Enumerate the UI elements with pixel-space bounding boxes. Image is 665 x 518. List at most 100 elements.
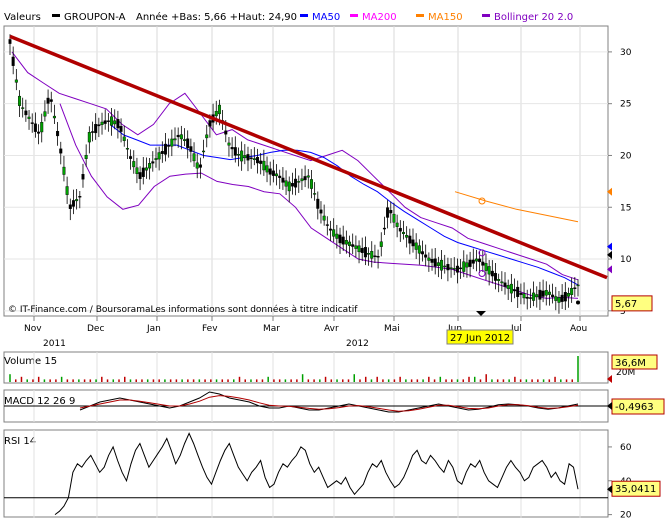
- macd-arrow: [607, 402, 612, 410]
- candle-body: [46, 97, 50, 104]
- candle-body: [208, 120, 212, 127]
- candle-body: [351, 244, 355, 247]
- bollinger-upper-line: [11, 51, 579, 281]
- candle-body: [284, 180, 288, 187]
- candle-body: [481, 261, 485, 266]
- candle-body: [8, 39, 12, 44]
- candle-body: [125, 148, 129, 150]
- range-text: Année +Bas: 5,66 +Haut: 24,90: [136, 11, 297, 23]
- volume-arrow: [607, 375, 612, 383]
- candle-body: [71, 200, 75, 207]
- ma150-marker: [478, 197, 486, 205]
- candle-body: [319, 209, 323, 214]
- candle-body: [313, 193, 317, 195]
- candle-body: [18, 95, 22, 106]
- candle-body: [94, 124, 98, 134]
- candle-body: [122, 136, 126, 141]
- volume-tick: 20M: [616, 368, 635, 378]
- candle-body: [262, 160, 266, 171]
- candle-body: [33, 123, 37, 132]
- rsi-tick-label-2: 60: [620, 443, 632, 453]
- candle-body: [401, 231, 405, 235]
- candle-body: [30, 122, 34, 124]
- candle-body: [363, 246, 367, 258]
- candle-body: [513, 289, 517, 292]
- candle-body: [411, 239, 415, 247]
- legend-swatch-3: [482, 14, 490, 17]
- candle-body: [129, 156, 133, 159]
- price-tick-label-3: 20: [620, 151, 632, 161]
- candle-body: [265, 165, 269, 173]
- candle-body: [563, 292, 567, 302]
- candle-body: [525, 296, 529, 299]
- candle-body: [554, 296, 558, 301]
- bollinger-marker-lower: [478, 270, 486, 278]
- candle-body: [179, 134, 183, 140]
- legend-swatch-1: [350, 14, 358, 17]
- candle-body: [452, 268, 456, 270]
- rsi-arrow: [607, 485, 612, 494]
- legend-label-0: MA50: [312, 12, 340, 23]
- candle-body: [103, 120, 107, 124]
- candle-body: [436, 262, 440, 266]
- candle-body: [449, 267, 453, 269]
- candle-body: [40, 122, 44, 133]
- candle-body: [144, 167, 148, 171]
- trendline: [9, 34, 608, 280]
- candle-body: [49, 99, 53, 102]
- volume-title: Volume 15: [4, 356, 57, 367]
- candle-body: [268, 168, 272, 175]
- legend-label-3: Bollinger 20 2.0: [494, 12, 573, 23]
- candle-body: [113, 120, 117, 125]
- candle-body: [405, 235, 409, 238]
- candle-body: [205, 134, 209, 139]
- candle-body: [240, 150, 244, 162]
- candle-body: [478, 258, 482, 263]
- candle-body: [427, 257, 431, 261]
- candle-body: [151, 161, 155, 164]
- candle-body: [354, 245, 358, 249]
- candle-body: [278, 175, 282, 178]
- candle-body: [24, 110, 28, 116]
- candle-body: [97, 124, 101, 127]
- date-marker-box: [446, 329, 514, 345]
- candle-body: [148, 163, 152, 169]
- candle-body: [379, 241, 383, 247]
- candle-body: [516, 286, 520, 297]
- candle-body: [300, 178, 304, 182]
- volume-frame: [3, 351, 609, 384]
- volume-value-box: [611, 354, 658, 370]
- month-label-7: Jun: [447, 324, 462, 334]
- candle-body: [414, 242, 418, 250]
- candle-body: [81, 174, 85, 180]
- candle-body: [544, 290, 548, 296]
- candle-body: [547, 291, 551, 295]
- rsi-panel: RSI 1420406035,0411: [3, 429, 661, 518]
- candle-body: [160, 151, 164, 154]
- candle-body: [566, 293, 570, 297]
- year-label-0: 2011: [43, 339, 66, 349]
- candle-body: [252, 158, 256, 161]
- month-label-2: Jan: [146, 324, 161, 334]
- candle-body: [294, 178, 298, 188]
- candle-body: [328, 228, 332, 231]
- candle-body: [535, 294, 539, 298]
- candle-body: [500, 281, 504, 284]
- candle-body: [316, 198, 320, 209]
- candle-body: [446, 264, 450, 271]
- candle-body: [37, 131, 41, 134]
- candle-body: [493, 272, 497, 281]
- candle-body: [56, 130, 60, 137]
- ma50-arrow: [607, 242, 612, 251]
- valeurs-label: Valeurs: [4, 12, 41, 23]
- candle-body: [106, 120, 110, 122]
- rsi-tick-label-0: 20: [620, 511, 632, 518]
- candle-body: [528, 297, 532, 299]
- candle-body: [214, 110, 218, 117]
- candle-body: [344, 240, 348, 245]
- candle-body: [322, 215, 326, 221]
- candle-body: [75, 199, 79, 202]
- candle-body: [465, 262, 469, 268]
